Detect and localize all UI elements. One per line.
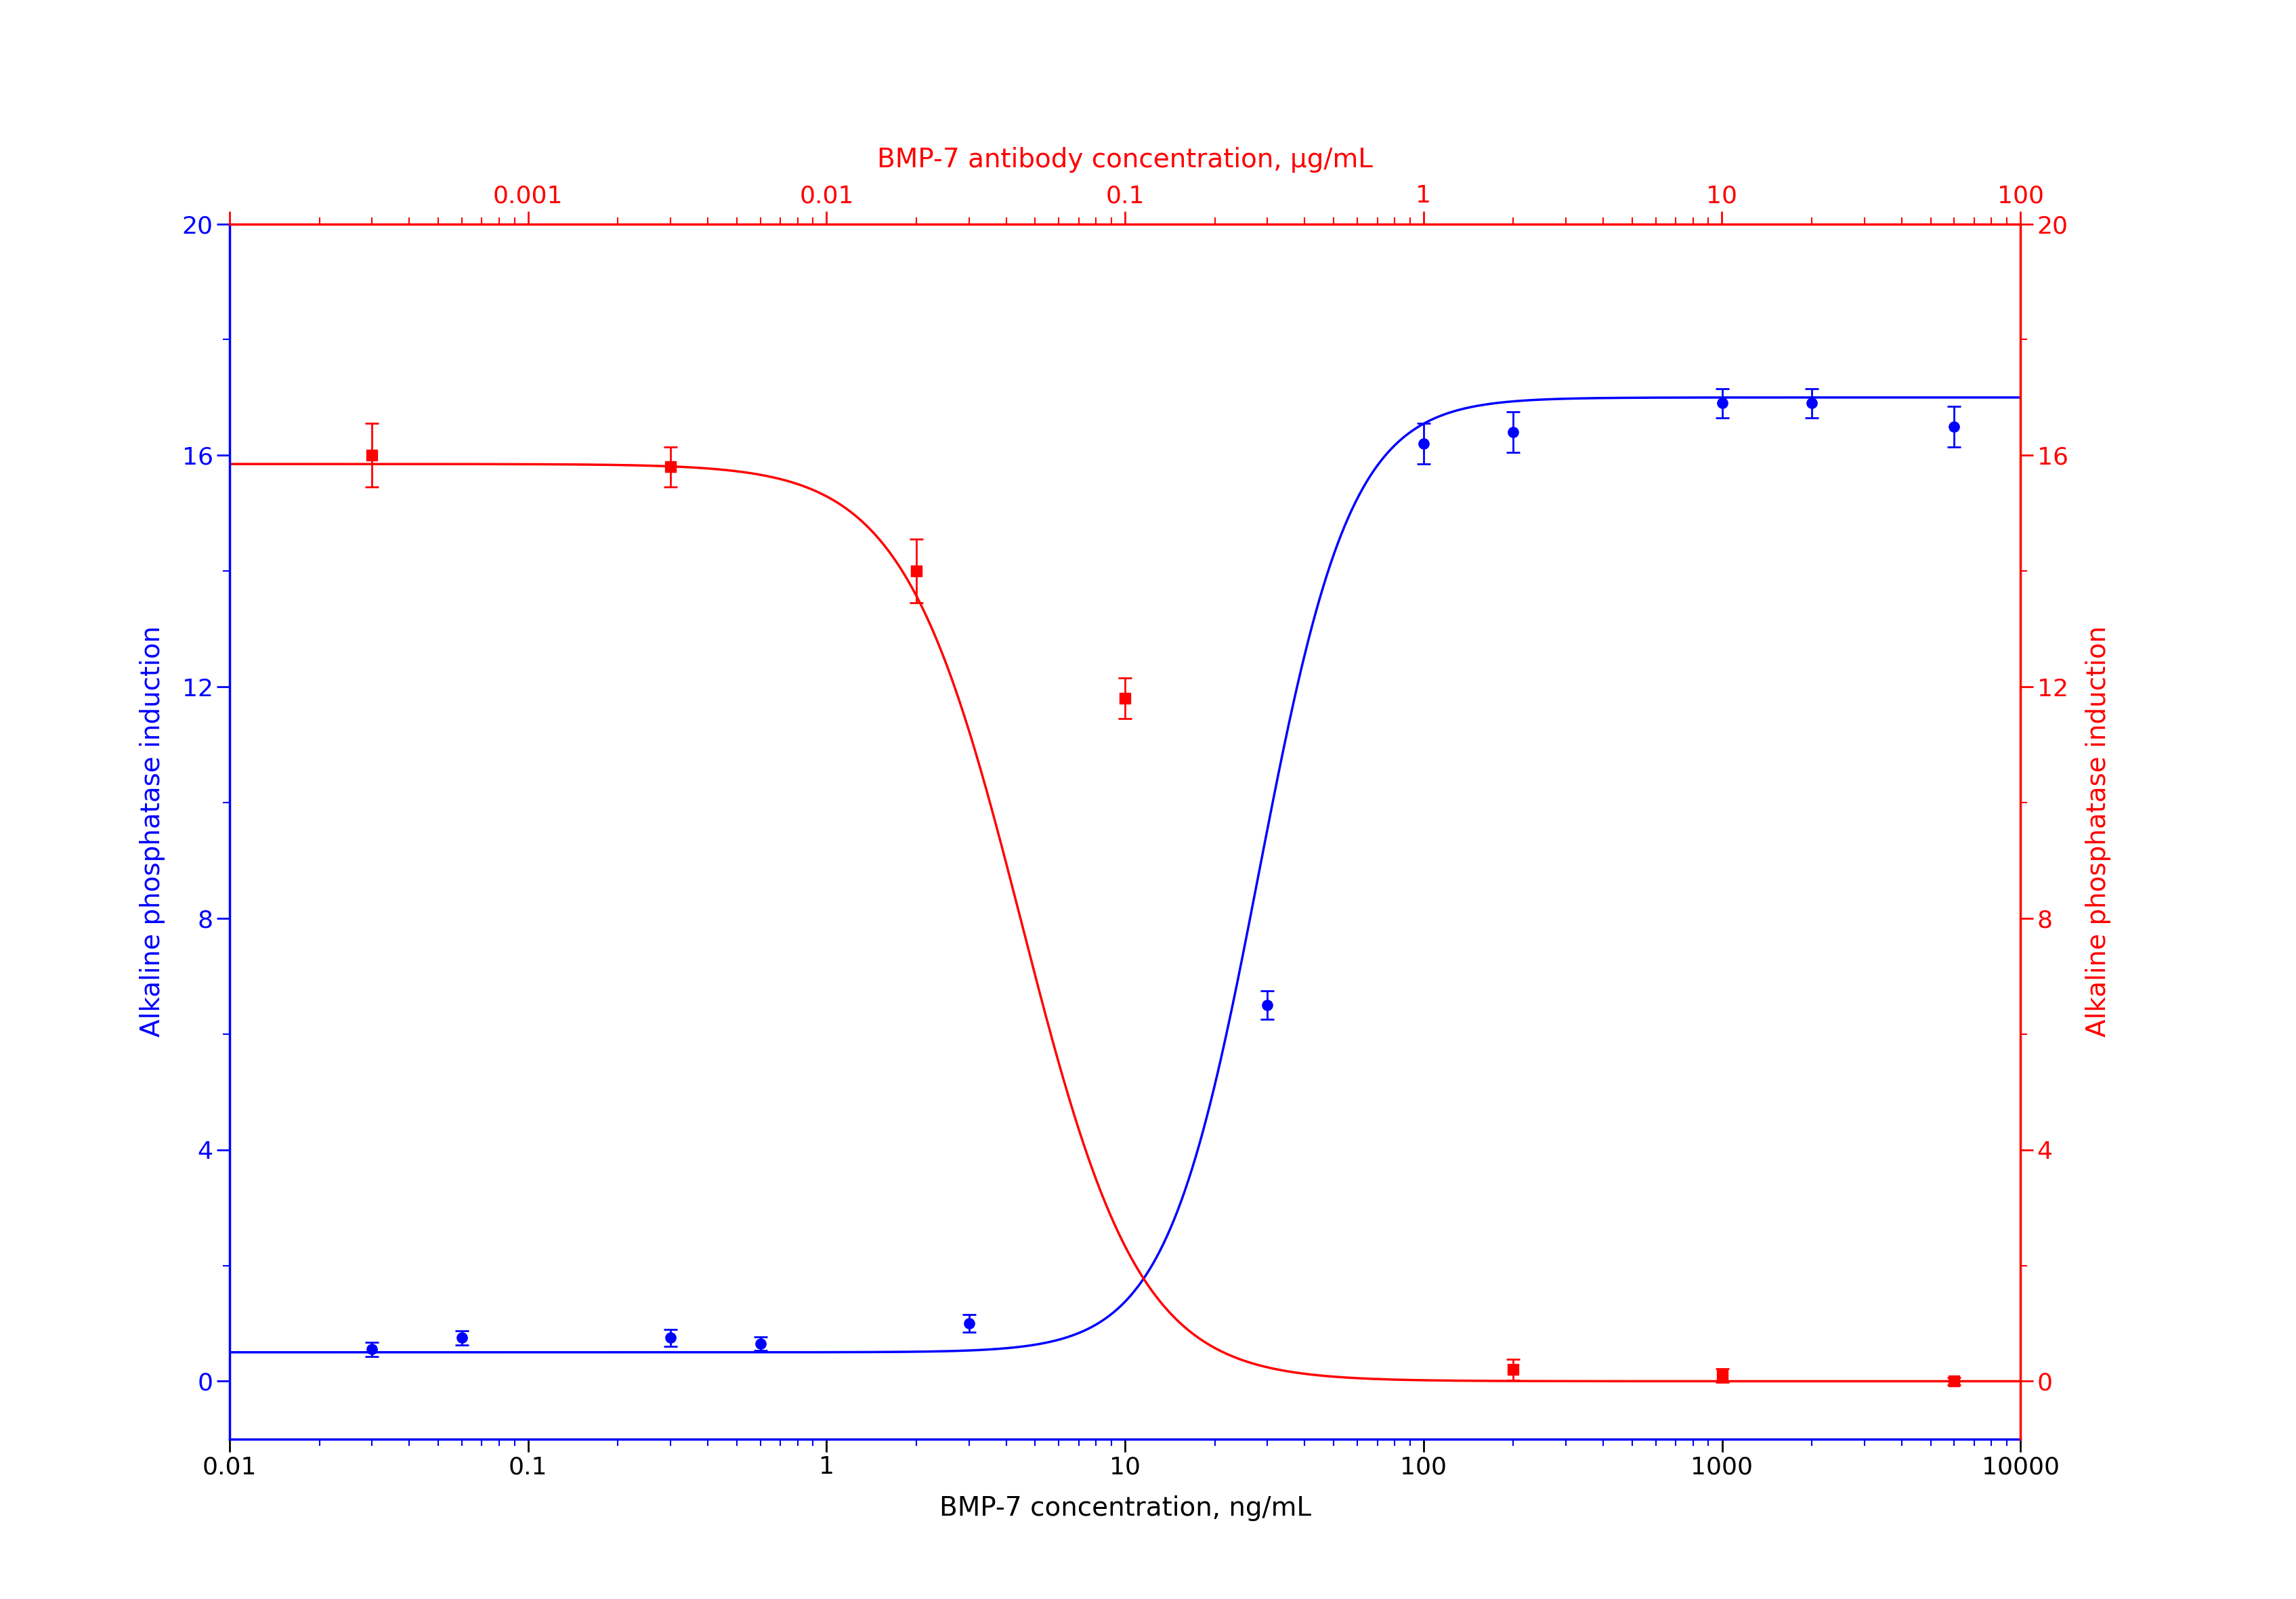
Y-axis label: Alkaline phosphatase induction: Alkaline phosphatase induction — [140, 625, 165, 1038]
X-axis label: BMP-7 antibody concentration, μg/mL: BMP-7 antibody concentration, μg/mL — [877, 147, 1373, 173]
X-axis label: BMP-7 concentration, ng/mL: BMP-7 concentration, ng/mL — [939, 1495, 1311, 1521]
Y-axis label: Alkaline phosphatase induction: Alkaline phosphatase induction — [2085, 625, 2110, 1038]
